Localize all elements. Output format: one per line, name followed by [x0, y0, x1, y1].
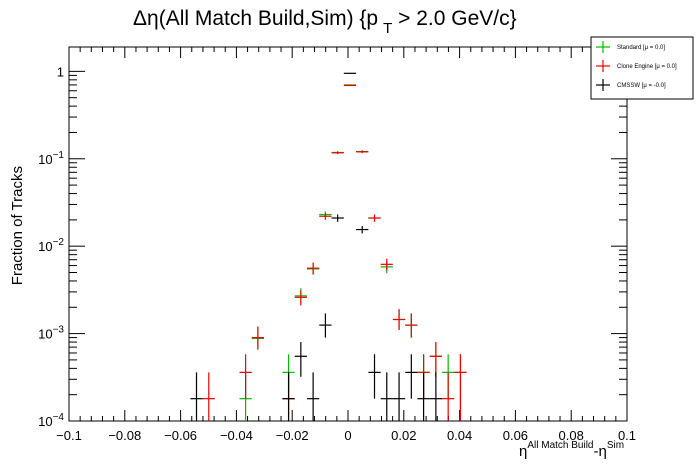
data-point: [343, 84, 357, 87]
data-point: [239, 354, 252, 399]
data-point: [306, 372, 320, 421]
plot-data: [190, 72, 467, 421]
legend-label: Standard [μ = 0.0]: [617, 45, 665, 51]
data-point: [429, 372, 443, 421]
data-point: [343, 72, 357, 74]
data-point: [319, 313, 332, 338]
y-tick-label: 10−4: [38, 412, 64, 429]
x-tick-label: 0.04: [447, 428, 472, 443]
data-point: [368, 354, 381, 399]
legend: Standard [μ = 0.0] Clone Engine [μ = 0.0]…: [590, 36, 694, 100]
data-point: [429, 342, 443, 377]
legend-entry: Clone Engine [μ = 0.0]: [596, 60, 677, 72]
data-point: [306, 262, 320, 275]
data-point: [319, 212, 332, 220]
series-cmssw: [190, 72, 443, 421]
data-point: [380, 372, 393, 421]
legend-label: Clone Engine [μ = 0.0]: [617, 64, 677, 70]
data-point: [380, 258, 393, 271]
y-axis-label: Fraction of Tracks: [9, 166, 26, 285]
y-tick-label: 10−2: [38, 237, 64, 254]
y-tick-label: 1: [57, 64, 64, 79]
data-point: [356, 226, 369, 234]
legend-label: CMSSW [μ = -0.0]: [617, 83, 666, 89]
data-point: [331, 214, 344, 222]
x-tick-label: −0.02: [276, 428, 309, 443]
data-point: [405, 313, 418, 338]
data-point: [405, 354, 418, 399]
x-tick-label: 0.08: [559, 428, 584, 443]
x-axis: −0.1 −0.08 −0.06 −0.04 −0.02 0 0.02 0.04 0.06 0.0…: [56, 47, 636, 443]
legend-entry: CMSSW [μ = -0.0]: [596, 79, 666, 91]
y-axis: 1 10−1 10−2 10−3 10−4: [38, 64, 627, 429]
x-tick-label: −0.06: [164, 428, 197, 443]
data-point: [331, 151, 344, 155]
data-point: [356, 150, 369, 154]
data-point: [417, 372, 430, 421]
data-point: [294, 290, 307, 306]
x-tick-label: 0.1: [618, 428, 636, 443]
x-tick-label: −0.04: [220, 428, 253, 443]
data-point: [392, 309, 406, 330]
data-point: [190, 372, 203, 421]
data-point: [251, 326, 265, 349]
x-tick-label: −0.08: [108, 428, 141, 443]
x-tick-label: 0.02: [391, 428, 416, 443]
legend-entry: Standard [μ = 0.0]: [596, 41, 665, 53]
x-tick-label: 0: [344, 428, 351, 443]
chart-title: Δη(All Match Build,Sim) {p T > 2.0 GeV/c}: [133, 7, 517, 37]
data-point: [282, 372, 295, 421]
x-tick-label: −0.1: [56, 428, 82, 443]
x-axis-label: ηAll Match Build-ηSim: [519, 440, 624, 460]
data-point: [454, 354, 467, 421]
data-point: [442, 372, 455, 421]
data-point: [294, 342, 307, 377]
y-tick-label: 10−1: [38, 150, 64, 167]
x-tick-label: 0.06: [503, 428, 528, 443]
data-point: [392, 372, 406, 421]
data-point: [202, 372, 215, 421]
y-tick-label: 10−3: [38, 325, 64, 342]
data-point: [368, 214, 381, 222]
